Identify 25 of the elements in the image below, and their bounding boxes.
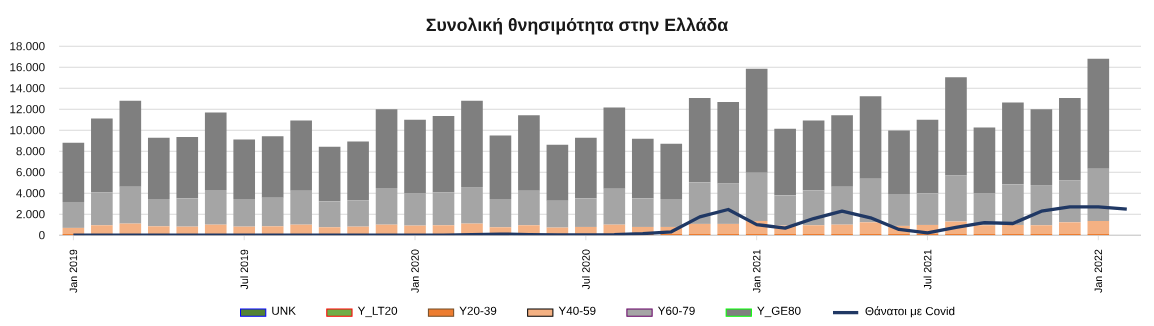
x-tick-label: Jul 2020 [581,249,590,290]
x-tick-label: Jul 2019 [240,249,249,290]
legend-label: Y60-79 [657,306,695,315]
y-tick-label: 12.000 [10,105,45,114]
legend-label: Y_LT20 [357,306,398,318]
y-tick-label: 8.000 [16,147,45,156]
x-tick-label: Jan 2020 [411,249,419,293]
legend-label: UNK [272,306,296,315]
y-tick-label: 4.000 [16,189,45,198]
y-tick-label: 6.000 [16,168,45,177]
chart-title: Συνολική θνησιμότητα στην Ελλάδα [426,17,729,35]
x-tick-label: Jan 2022 [1094,249,1103,293]
y-tick-label: 16.000 [10,63,45,72]
y-tick-label: 2.000 [16,210,45,219]
legend-label: Y20-39 [459,306,497,315]
legend-label: Θάνατοι με Covid [865,306,955,318]
y-tick-label: 18.000 [10,42,45,51]
x-tick-label: Jan 2019 [69,249,78,293]
x-tick-label: Jul 2021 [923,249,932,290]
y-tick-label: 14.000 [10,84,45,93]
legend-label: Y40-59 [558,306,596,315]
y-tick-label: 0 [39,231,45,240]
legend-label: Y_GE80 [757,306,801,318]
x-tick-label: Jan 2021 [752,249,761,293]
y-tick-label: 10.000 [10,126,45,135]
